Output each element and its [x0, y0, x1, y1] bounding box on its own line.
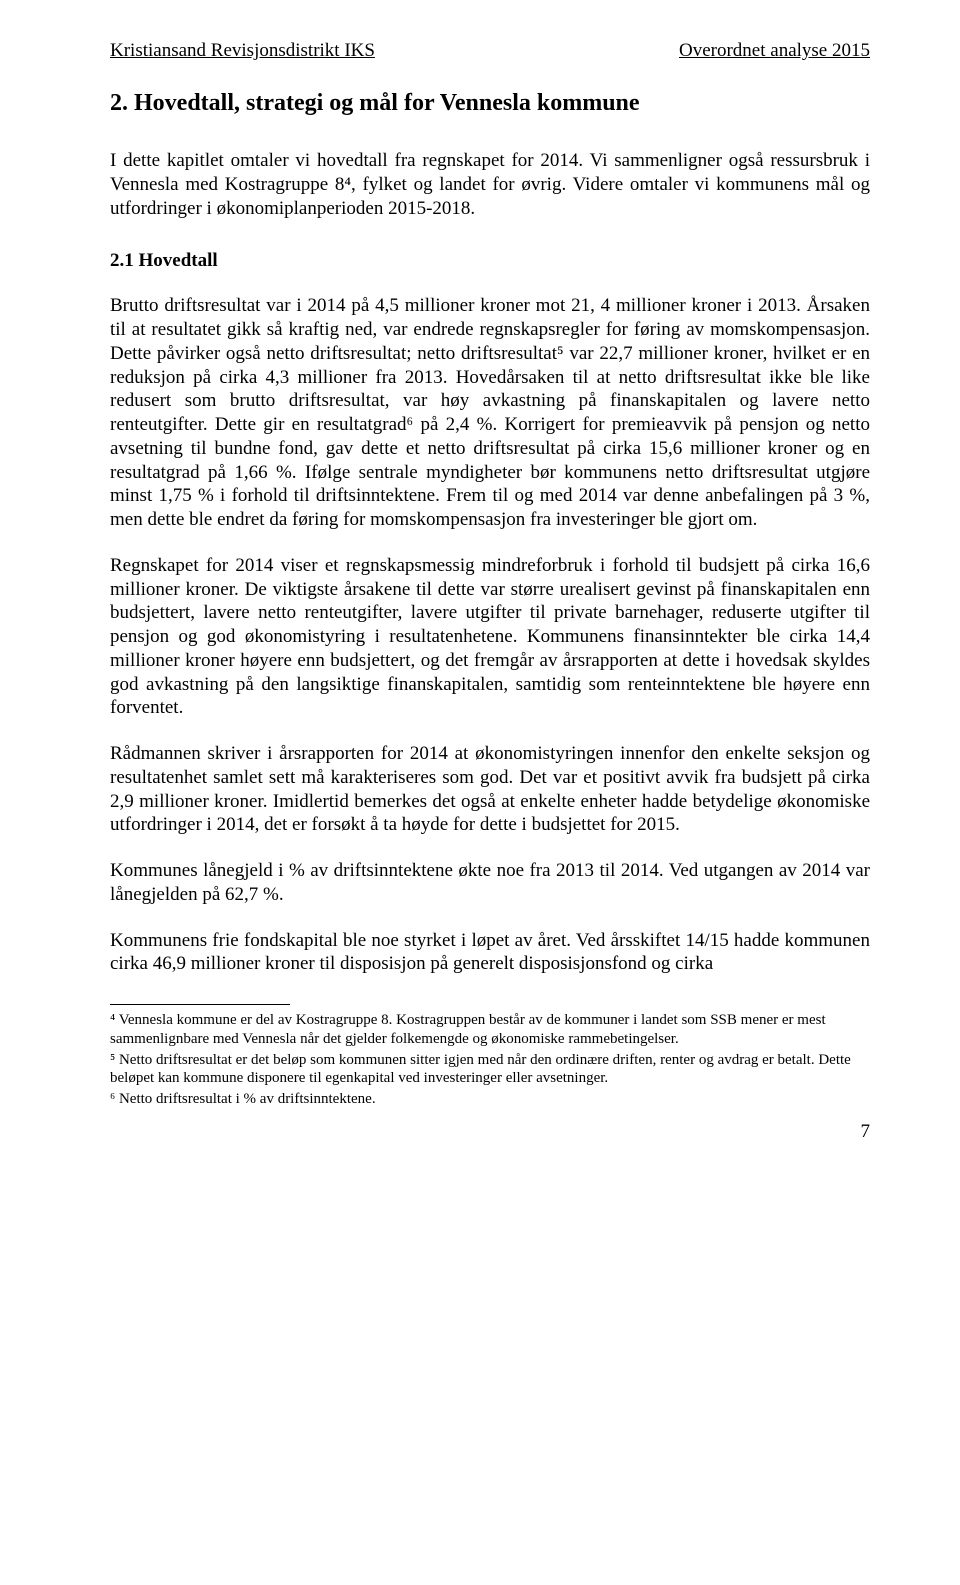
paragraph-4: Kommunes lånegjeld i % av driftsinntekte… — [110, 859, 870, 907]
section-title: 2. Hovedtall, strategi og mål for Vennes… — [110, 90, 870, 117]
intro-paragraph: I dette kapitlet omtaler vi hovedtall fr… — [110, 149, 870, 220]
page-number: 7 — [110, 1121, 870, 1143]
subsection-title: 2.1 Hovedtall — [110, 250, 870, 272]
footnote-separator — [110, 1004, 290, 1005]
paragraph-2: Regnskapet for 2014 viser et regnskapsme… — [110, 554, 870, 720]
footnote-4: ⁴ Vennesla kommune er del av Kostragrupp… — [110, 1011, 870, 1049]
paragraph-1: Brutto driftsresultat var i 2014 på 4,5 … — [110, 294, 870, 532]
footnote-5: ⁵ Netto driftsresultat er det beløp som … — [110, 1051, 870, 1089]
header-left: Kristiansand Revisjonsdistrikt IKS — [110, 40, 375, 62]
page-header: Kristiansand Revisjonsdistrikt IKS Overo… — [110, 40, 870, 62]
paragraph-5: Kommunens frie fondskapital ble noe styr… — [110, 929, 870, 977]
document-page: Kristiansand Revisjonsdistrikt IKS Overo… — [0, 0, 960, 1585]
header-right: Overordnet analyse 2015 — [679, 40, 870, 62]
paragraph-3: Rådmannen skriver i årsrapporten for 201… — [110, 742, 870, 837]
footnote-6: ⁶ Netto driftsresultat i % av driftsinnt… — [110, 1090, 870, 1109]
